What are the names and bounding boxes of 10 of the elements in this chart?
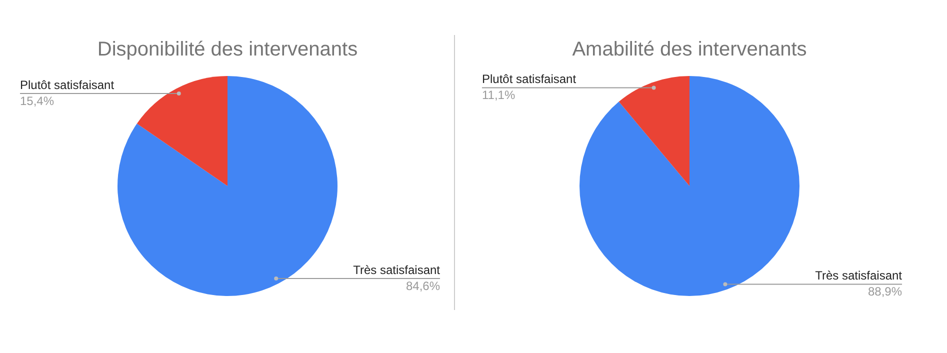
chart-title: Disponibilité des intervenants: [97, 38, 358, 61]
slice-label: Plutôt satisfaisant: [482, 72, 577, 86]
chart-title: Amabilité des intervenants: [572, 38, 807, 61]
data-label: 11,1%: [482, 88, 516, 102]
slice-label: Très satisfaisant: [353, 262, 441, 277]
slice-label: Très satisfaisant: [815, 268, 903, 283]
data-label: 84,6%: [406, 278, 440, 293]
slice-label: Plutôt satisfaisant: [20, 78, 115, 92]
data-label: 15,4%: [20, 94, 54, 108]
data-label: 88,9%: [868, 284, 902, 299]
